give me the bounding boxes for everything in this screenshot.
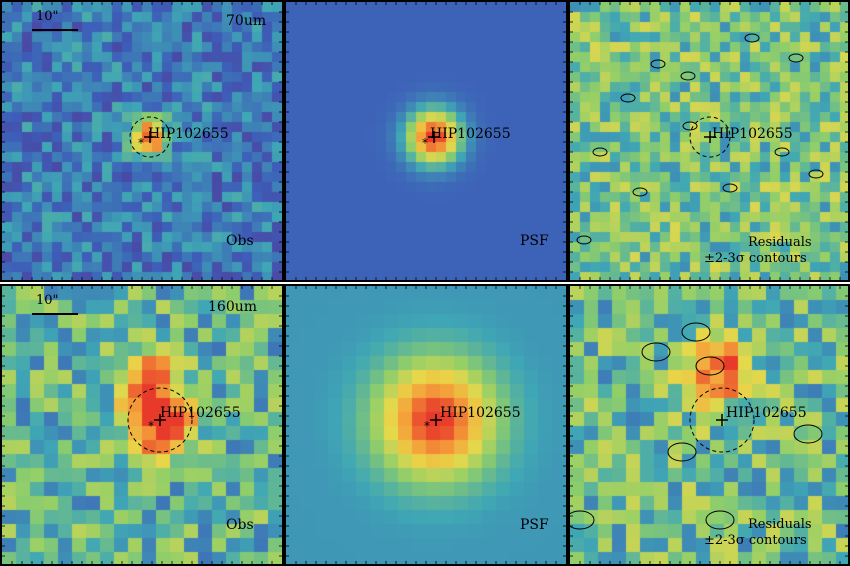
overlay-residual-160um: [570, 286, 848, 564]
aperture-circle: [689, 116, 731, 158]
panel-kind-label: Obs: [226, 233, 254, 249]
star-marker: *: [424, 419, 430, 433]
star-marker: *: [138, 136, 144, 150]
contour: [641, 342, 671, 362]
star-marker: *: [422, 136, 428, 150]
contour: [695, 356, 725, 376]
contour: [744, 33, 760, 43]
panel-obs-70um: * 10" 70um HIP102655 Obs: [0, 0, 284, 282]
overlay-psf-70um: *: [286, 2, 566, 280]
residual-label: Residuals: [748, 517, 812, 532]
target-label: HIP102655: [712, 126, 793, 142]
band-label: 70um: [226, 13, 267, 29]
panel-kind-label: PSF: [520, 517, 549, 533]
panel-residual-160um: HIP102655 Residuals ±2-3σ contours: [568, 284, 850, 566]
contour: [788, 53, 804, 63]
aperture-circle: [127, 387, 193, 453]
contour: [667, 442, 697, 462]
scale-bar-label: 10": [36, 9, 59, 24]
target-label: HIP102655: [430, 126, 511, 142]
contour: [650, 59, 666, 69]
aperture-circle: [129, 116, 171, 158]
overlay-psf-160um: *: [286, 286, 566, 564]
target-label: HIP102655: [148, 126, 229, 142]
image-psf-160um: [286, 286, 566, 564]
target-label: HIP102655: [726, 405, 807, 421]
contour: [570, 510, 595, 530]
aperture-circle: [689, 387, 755, 453]
contour: [722, 183, 738, 193]
contour: [620, 93, 636, 103]
contour: [793, 424, 823, 444]
contour: [576, 235, 592, 245]
image-residual-70um: [570, 2, 848, 280]
image-psf-70um: [286, 2, 566, 280]
contour: [632, 187, 648, 197]
image-obs-70um: [2, 2, 282, 280]
contour-note: ±2-3σ contours: [704, 251, 807, 266]
contour: [705, 510, 735, 530]
overlay-obs-70um: *: [2, 2, 282, 280]
panel-psf-70um: * HIP102655 PSF: [284, 0, 568, 282]
contour: [682, 121, 698, 131]
scale-bar-label: 10": [36, 293, 59, 308]
contour: [808, 169, 824, 179]
panel-psf-160um: * HIP102655 PSF: [284, 284, 568, 566]
band-label: 160um: [208, 299, 258, 315]
contour: [774, 147, 790, 157]
image-residual-160um: [570, 286, 848, 564]
panel-residual-70um: HIP102655 Residuals ±2-3σ contours: [568, 0, 850, 282]
contour-note: ±2-3σ contours: [704, 533, 807, 548]
panel-kind-label: Obs: [226, 517, 254, 533]
residual-label: Residuals: [748, 235, 812, 250]
contour: [680, 71, 696, 81]
target-label: HIP102655: [160, 405, 241, 421]
panel-obs-160um: * 10" 160um HIP102655 Obs: [0, 284, 284, 566]
target-label: HIP102655: [440, 405, 521, 421]
panel-kind-label: PSF: [520, 233, 549, 249]
image-obs-160um: [2, 286, 282, 564]
contour: [681, 322, 711, 342]
overlay-obs-160um: *: [2, 286, 282, 564]
overlay-residual-70um: [570, 2, 848, 280]
contour: [592, 147, 608, 157]
star-marker: *: [148, 419, 154, 433]
